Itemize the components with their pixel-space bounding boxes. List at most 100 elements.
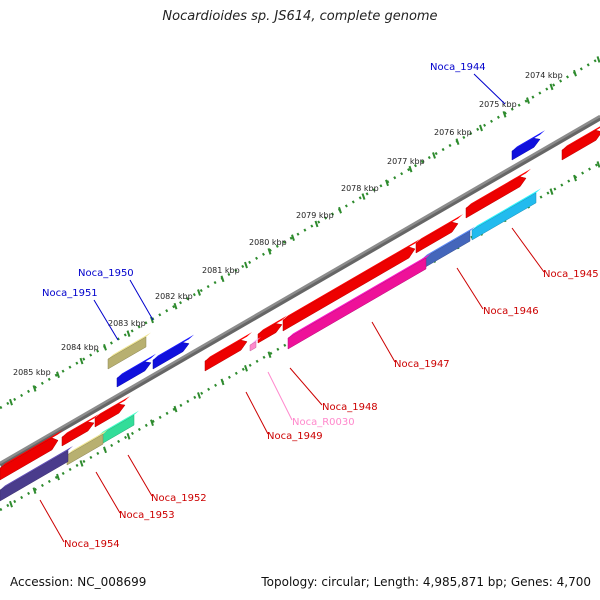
gene-noca-1952-bar-top	[98, 410, 139, 436]
scale-tick	[549, 83, 554, 91]
scale-tick	[79, 460, 84, 467]
scale-tick	[291, 234, 295, 241]
scale-tick	[56, 473, 60, 481]
gene-noca-1953-upper-bar	[61, 421, 95, 447]
gene-label-noca-1947-leader	[371, 321, 396, 363]
scale-tick	[267, 248, 272, 255]
gene-noca-1947-bar	[287, 257, 427, 350]
scale-tick	[9, 500, 13, 508]
gene-noca-1947-upper-bar	[282, 246, 416, 332]
gene-label-noca-1951-leader	[93, 299, 119, 341]
scale-tick	[455, 138, 460, 146]
gene-label-noca-1953-leader	[95, 471, 121, 514]
genome-backbone-highlight	[0, 114, 600, 465]
gene-offscreen-bar	[561, 130, 600, 161]
gene-noca-1945-bar-top	[472, 188, 541, 230]
scale-tick	[385, 179, 389, 187]
scale-label: 2084 kbp	[61, 343, 99, 352]
gene-label-noca-r0030: Noca_R0030	[292, 417, 355, 428]
gene-label-noca-1950-leader	[129, 279, 154, 321]
gene-label-noca-1945: Noca_1945	[543, 269, 599, 280]
scale-tick	[150, 419, 154, 426]
forward-scale-line	[0, 56, 600, 410]
gene-noca-1950-bar-top	[153, 334, 194, 360]
scale-tick	[314, 220, 319, 228]
gene-noca-1947-upper-bar-top	[283, 238, 420, 320]
gene-noca-1950-bar	[152, 342, 190, 370]
accession-text: Accession: NC_008699	[10, 575, 147, 589]
scale-tick	[220, 378, 225, 386]
scale-label: 2074 kbp	[525, 71, 563, 80]
gene-noca-1949-upper-bar	[204, 339, 248, 372]
scale-label: 2075 kbp	[479, 100, 517, 109]
gene-label-noca-1952: Noca_1952	[151, 493, 207, 504]
gene-label-noca-1946-leader	[456, 267, 484, 310]
scale-label: 2077 kbp	[387, 157, 425, 166]
scale-tick	[103, 446, 107, 454]
scale-label: 2083 kbp	[108, 319, 146, 328]
gene-noca-1945-upper-bar	[465, 176, 527, 219]
gene-noca-1951b-bar-top	[117, 353, 156, 378]
gene-label-noca-1948: Noca_1948	[322, 402, 378, 413]
scale-label: 2078 kbp	[341, 184, 379, 193]
scale-tick	[549, 188, 554, 195]
gene-noca-1953-bar-top	[67, 429, 108, 455]
scale-tick	[338, 206, 342, 214]
scale-label: 2080 kbp	[249, 238, 287, 247]
genome-backbone	[0, 115, 600, 468]
scale-tick	[244, 261, 248, 269]
gene-noca-1946-bar-top	[422, 226, 475, 259]
scale-tick	[361, 193, 366, 200]
scale-tick	[173, 302, 178, 310]
scale-tick	[126, 330, 131, 337]
gene-label-noca-1945-leader	[511, 227, 545, 273]
scale-tick	[408, 165, 413, 173]
scale-tick	[32, 385, 37, 392]
scale-tick	[573, 69, 577, 77]
scale-label: 2085 kbp	[13, 368, 51, 377]
scale-tick	[244, 364, 248, 372]
gene-label-noca-1952-leader	[127, 454, 153, 497]
scale-tick	[596, 161, 600, 168]
scale-tick	[126, 432, 131, 440]
gene-label-noca-1954-leader	[39, 499, 65, 543]
scale-tick	[9, 398, 13, 406]
scale-tick	[32, 487, 37, 494]
gene-label-noca-1953: Noca_1953	[119, 510, 175, 521]
scale-label: 2082 kbp	[155, 292, 193, 301]
scale-tick	[432, 152, 436, 159]
gene-noca-1954-upper-bar-top	[0, 429, 63, 468]
gene-noca-1946-upper-bar-top	[416, 214, 463, 243]
gene-noca-1945-bar	[471, 192, 537, 241]
gene-label-noca-1949: Noca_1949	[267, 431, 323, 442]
scale-tick	[267, 351, 272, 359]
page-title: Nocardioides sp. JS614, complete genome	[162, 9, 438, 24]
gene-label-noca-r0030-leader	[267, 371, 293, 421]
scale-tick	[573, 174, 577, 182]
genome-summary-text: Topology: circular; Length: 4,985,871 bp…	[261, 575, 591, 589]
gene-noca-1953-upper-bar-top	[62, 413, 99, 437]
gene-label-noca-1954: Noca_1954	[64, 539, 120, 550]
gene-noca-1952-upper-bar	[94, 403, 126, 428]
scale-label: 2081 kbp	[202, 266, 240, 275]
scale-label: 2076 kbp	[434, 128, 472, 137]
gene-noca-1954-upper-bar	[0, 437, 59, 481]
gene-noca-r0030-bar-top	[250, 337, 261, 345]
gene-noca-r0030-bar	[249, 341, 257, 352]
gene-label-noca-1944-leader	[473, 73, 506, 105]
scale-tick	[479, 124, 483, 132]
gene-noca-1948-upper-bar-top	[258, 315, 287, 334]
gene-offscreen-bar-top	[562, 126, 600, 150]
gene-noca-1954-bar	[0, 450, 69, 502]
scale-tick	[197, 289, 201, 296]
gene-label-noca-1951: Noca_1951	[42, 288, 98, 299]
gene-noca-1951-bar	[107, 336, 147, 370]
scale-tick	[197, 392, 201, 399]
gene-noca-1946-upper-bar	[415, 221, 459, 254]
scale-tick	[103, 344, 107, 351]
gene-noca-1949-upper-bar-top	[205, 332, 252, 361]
scale-tick	[596, 56, 600, 63]
gene-label-noca-1946: Noca_1946	[483, 306, 539, 317]
gene-noca-1945-upper-bar-top	[466, 168, 531, 208]
